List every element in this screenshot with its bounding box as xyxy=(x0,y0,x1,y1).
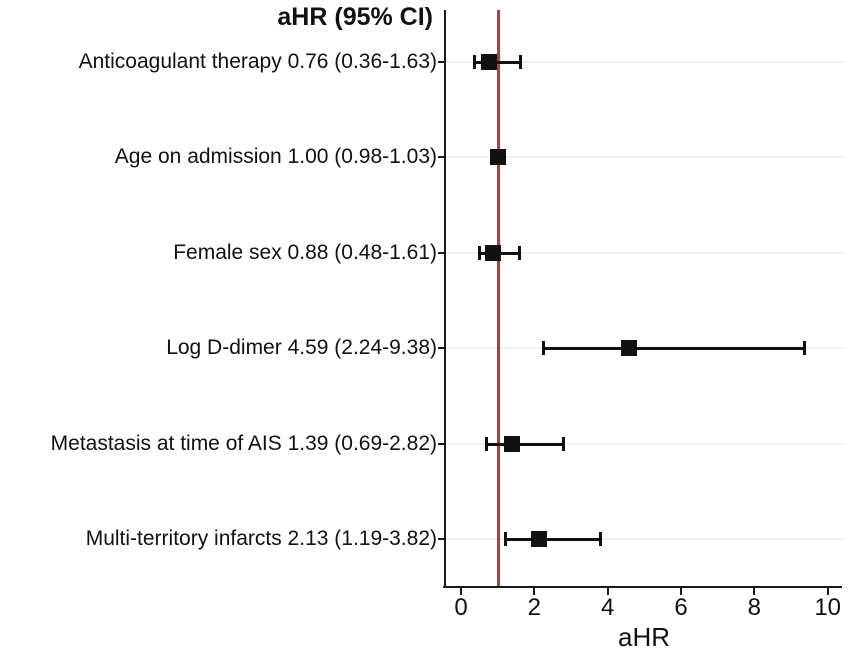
x-axis-tick xyxy=(533,588,536,595)
row-label: Anticoagulant therapy 0.76 (0.36-1.63) xyxy=(78,50,437,73)
x-axis-label: aHR xyxy=(617,622,670,652)
reference-line xyxy=(496,10,500,586)
x-tick-label: 4 xyxy=(600,594,615,621)
row-gridline xyxy=(446,251,843,254)
row-gridline xyxy=(446,156,843,159)
row-label: Multi-territory infarcts 2.13 (1.19-3.82… xyxy=(85,527,437,550)
x-axis-tick xyxy=(460,588,462,595)
ci-line xyxy=(504,538,602,541)
x-tick-label: 0 xyxy=(454,594,468,621)
row-label: Log D-dimer 4.59 (2.24-9.38) xyxy=(166,336,437,360)
estimate-marker xyxy=(503,435,520,452)
estimate-marker xyxy=(531,531,548,547)
x-axis-line xyxy=(443,586,842,588)
ci-cap-high xyxy=(562,436,566,451)
estimate-marker xyxy=(489,149,506,166)
ci-cap-low xyxy=(485,436,489,451)
chart-title: aHR (95% CI) xyxy=(277,3,433,31)
y-axis-tick xyxy=(438,251,446,254)
ci-line xyxy=(474,61,521,64)
ci-cap-high xyxy=(518,55,522,69)
ci-cap-high xyxy=(599,532,603,546)
ci-line xyxy=(486,442,565,446)
x-axis-tick xyxy=(606,588,609,595)
estimate-marker xyxy=(621,340,638,357)
row-label: Female sex 0.88 (0.48-1.61) xyxy=(173,240,437,264)
x-axis-tick xyxy=(753,588,756,595)
estimate-marker xyxy=(485,244,502,261)
estimate-marker xyxy=(480,54,497,70)
ci-line xyxy=(543,347,805,351)
row-label: Metastasis at time of AIS 1.39 (0.69-2.8… xyxy=(50,431,437,455)
y-axis-tick xyxy=(438,538,446,540)
ci-cap-low xyxy=(503,532,507,546)
x-tick-label: 10 xyxy=(814,594,842,621)
y-axis-tick xyxy=(438,156,446,159)
y-axis-tick xyxy=(438,61,446,63)
y-axis-line xyxy=(444,10,446,588)
y-axis-tick xyxy=(438,442,446,445)
row-label: Age on admission 1.00 (0.98-1.03) xyxy=(114,145,437,169)
x-tick-label: 6 xyxy=(674,594,688,621)
ci-cap-high xyxy=(802,341,806,356)
row-gridline xyxy=(446,442,843,445)
ci-cap-low xyxy=(473,55,477,69)
y-axis-tick xyxy=(438,347,446,350)
x-axis-tick xyxy=(680,588,683,595)
ci-cap-low xyxy=(542,341,546,356)
ci-cap-high xyxy=(518,245,522,260)
row-gridline xyxy=(446,538,843,540)
row-gridline xyxy=(446,61,843,63)
x-tick-label: 2 xyxy=(527,594,541,621)
ci-cap-low xyxy=(477,245,481,260)
x-tick-label: 8 xyxy=(747,594,762,621)
x-axis-tick xyxy=(826,588,829,595)
